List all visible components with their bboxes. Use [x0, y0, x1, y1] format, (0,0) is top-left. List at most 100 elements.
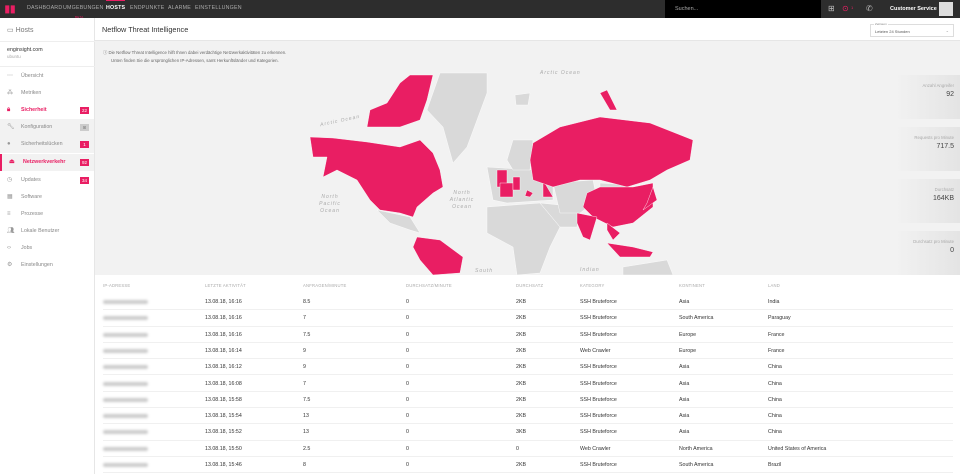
- beta-badge: BETA: [75, 15, 84, 19]
- table-row[interactable]: 13.08.18, 15:46 8 0 2KB SSH Bruteforce South …: [103, 457, 953, 474]
- alert-icon[interactable]: ⊙: [842, 4, 849, 13]
- country-australia[interactable]: [622, 259, 674, 275]
- country-scandinavia[interactable]: [506, 139, 534, 171]
- table-cell: Asia: [679, 396, 690, 403]
- sidebar-item-label: Jobs: [21, 245, 33, 251]
- table-cell: SSH Bruteforce: [580, 413, 617, 420]
- search-input[interactable]: Suchen...: [665, 0, 821, 18]
- stat-value: 717.5: [936, 143, 954, 150]
- column-header[interactable]: LETZTE AKTIVITÄT: [205, 283, 246, 288]
- column-header[interactable]: KONTINENT: [679, 283, 705, 288]
- sidebar-item-konfiguration[interactable]: 🔧︎ Konfiguration 8: [0, 119, 94, 137]
- table-row[interactable]: 13.08.18, 16:12 9 0 2KB SSH Bruteforce Asia Ch…: [103, 359, 953, 376]
- country-france[interactable]: [499, 182, 514, 198]
- sidebar-item-netzwerkverkehr[interactable]: ⏏ Netzwerkverkehr 92: [0, 153, 94, 171]
- table-row[interactable]: 13.08.18, 16:16 7.5 0 2KB SSH Bruteforce Euro…: [103, 327, 953, 343]
- country-greenland[interactable]: [426, 72, 488, 164]
- sidebar-item-übersicht[interactable]: ⋯ Übersicht: [0, 68, 94, 85]
- ip-address-blurred: [103, 381, 148, 386]
- country-svalbard[interactable]: [514, 92, 531, 106]
- table-cell: 13.08.18, 16:16: [205, 299, 242, 305]
- country-novaya-zemlya[interactable]: [599, 89, 618, 111]
- table-row[interactable]: 13.08.18, 15:54 13 0 2KB SSH Bruteforce Asia C…: [103, 408, 953, 425]
- sidebar-item-prozesse[interactable]: ≡ Prozesse: [0, 206, 94, 223]
- nav-endpunkte[interactable]: ENDPUNKTE: [130, 0, 164, 18]
- column-header[interactable]: IP-ADRESSE: [103, 283, 131, 288]
- info-line-2: Unten finden Sie die ursprünglichen IP-A…: [111, 58, 279, 63]
- country-romania[interactable]: [524, 189, 534, 198]
- add-icon[interactable]: ⊞: [828, 4, 835, 13]
- gear-icon: ⚙: [7, 262, 13, 269]
- country-canada-islands[interactable]: [366, 74, 434, 128]
- timerange-select[interactable]: Zeitraum Letzten 24 Stunden ⌄: [870, 22, 954, 37]
- divider: [0, 41, 95, 42]
- sidebar-item-einstellungen[interactable]: ⚙ Einstellungen: [0, 257, 94, 274]
- table-cell: China: [768, 380, 782, 387]
- column-header[interactable]: ANFRAGEN/MINUTE: [303, 283, 347, 288]
- country-india[interactable]: [576, 212, 598, 241]
- host-name[interactable]: enginsight.com: [7, 47, 43, 53]
- country-china[interactable]: [582, 182, 654, 228]
- table-row[interactable]: 13.08.18, 16:14 9 0 2KB Web Crawler Europe Fra…: [103, 343, 953, 360]
- country-southeast-asia[interactable]: [606, 222, 621, 241]
- sidebar-item-label: Konfiguration: [21, 124, 53, 131]
- country-japan[interactable]: [642, 186, 658, 211]
- table-row[interactable]: 13.08.18, 16:08 7 0 2KB SSH Bruteforce Asia Ch…: [103, 376, 953, 392]
- nav-hosts[interactable]: HOSTS: [106, 0, 126, 18]
- column-header[interactable]: KATEGORY: [580, 283, 605, 288]
- sidebar-item-jobs[interactable]: ‹› Jobs: [0, 240, 94, 257]
- logo-icon[interactable]: ▮▮: [4, 3, 16, 15]
- host-os: ubuntu: [7, 54, 21, 59]
- nav-einstellungen[interactable]: EINSTELLUNGEN: [195, 0, 242, 18]
- column-header[interactable]: DURCHSATZ: [516, 283, 544, 288]
- nav-alarme[interactable]: ALARME: [168, 0, 191, 18]
- network-icon: ⏏: [9, 158, 15, 165]
- sidebar-item-lokale-benutzer[interactable]: 👥︎ Lokale Benutzer: [0, 223, 94, 240]
- table-cell: 13.08.18, 15:58: [205, 396, 242, 403]
- table-cell: 13: [303, 429, 309, 436]
- sidebar-item-sicherheitslücken[interactable]: ● Sicherheitslücken 1: [0, 136, 94, 154]
- nav-dashboard[interactable]: DASHBOARD: [27, 0, 62, 18]
- table-cell: SSH Bruteforce: [580, 380, 617, 387]
- country-indonesia[interactable]: [606, 242, 654, 258]
- sidebar-item-label: Einstellungen: [21, 262, 53, 269]
- avatar[interactable]: [939, 2, 953, 16]
- table-cell: 9: [303, 364, 306, 371]
- dots-icon: ⋯: [7, 73, 13, 79]
- table-cell: 7.5: [303, 396, 311, 403]
- sidebar-item-label: Sicherheitslücken: [21, 141, 63, 148]
- sidebar-item-sicherheit[interactable]: 🔒︎ Sicherheit 22: [0, 102, 94, 119]
- table-cell: South America: [679, 462, 714, 468]
- table-cell: France: [768, 347, 785, 354]
- phone-icon[interactable]: ✆: [866, 4, 873, 13]
- country-russia[interactable]: [529, 116, 694, 188]
- country-mexico[interactable]: [376, 209, 421, 234]
- country-germany[interactable]: [512, 176, 521, 191]
- table-cell: 2KB: [516, 347, 527, 354]
- table-row[interactable]: 13.08.18, 16:16 7 0 2KB SSH Bruteforce South …: [103, 310, 953, 327]
- sidebar-item-updates[interactable]: ◷ Updates 34: [0, 172, 94, 189]
- stat-label: Anzahl Angreifer: [922, 83, 954, 88]
- users-icon: 👥︎: [7, 227, 15, 234]
- table-row[interactable]: 13.08.18, 15:52 13 0 3KB SSH Bruteforce Asia C…: [103, 424, 953, 441]
- sidebar-item-software[interactable]: ▦ Software: [0, 189, 94, 206]
- country-north-america[interactable]: [309, 136, 444, 218]
- table-cell: China: [768, 396, 782, 403]
- column-header[interactable]: DURCHSATZ/MINUTE: [406, 283, 452, 288]
- table-cell: Web Crawler: [580, 347, 611, 354]
- ip-address-blurred: [103, 414, 148, 419]
- table-cell: SSH Bruteforce: [580, 396, 617, 403]
- country-south-america[interactable]: [412, 236, 464, 275]
- nav-umgebungen[interactable]: UMGEBUNGEN BETA: [63, 0, 104, 19]
- sidebar-item-metriken[interactable]: ⁂ Metriken: [0, 85, 94, 102]
- table-row[interactable]: 13.08.18, 15:50 2.5 0 0 Web Crawler North Ame…: [103, 441, 953, 457]
- column-header[interactable]: LAND: [768, 283, 780, 288]
- table-cell: 13.08.18, 16:12: [205, 364, 242, 371]
- ip-address-blurred: [103, 332, 148, 337]
- table-row[interactable]: 13.08.18, 16:16 8.5 0 2KB SSH Bruteforce Asia…: [103, 294, 953, 311]
- clock-icon: ◷: [7, 176, 13, 183]
- table-row[interactable]: 13.08.18, 15:58 7.5 0 2KB SSH Bruteforce Asia…: [103, 392, 953, 409]
- world-map[interactable]: ⓘ Die Netflow Threat Intelligence hilft …: [95, 42, 960, 275]
- table-cell: 0: [406, 462, 409, 468]
- user-name[interactable]: Customer Service: [890, 6, 937, 12]
